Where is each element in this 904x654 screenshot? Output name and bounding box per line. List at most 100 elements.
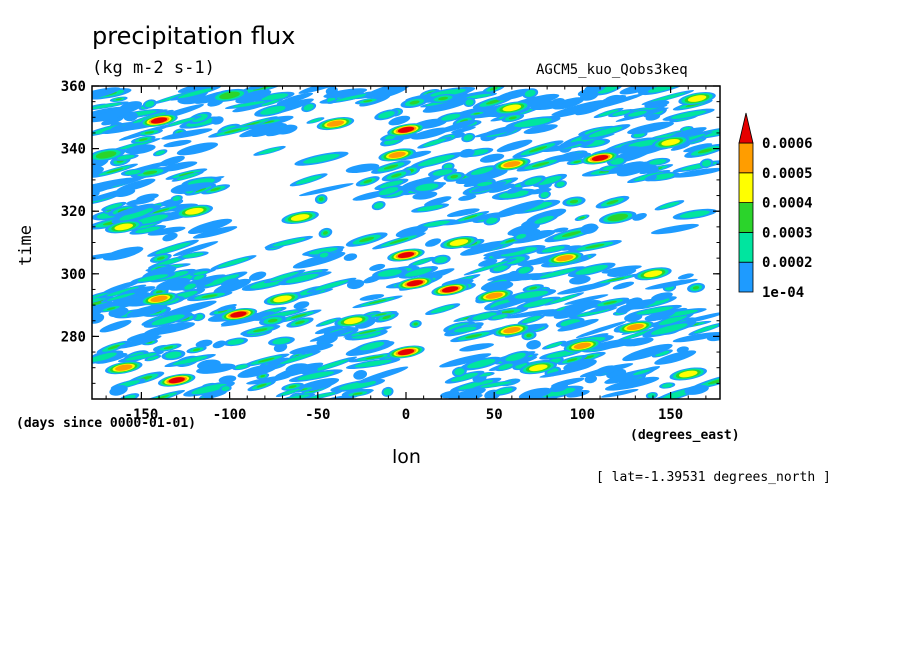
contour-streak: [192, 226, 238, 239]
colorbar-label: 1e-04: [762, 285, 804, 301]
contour-streak: [313, 359, 349, 372]
contour-streak: [152, 208, 170, 214]
precip-cell: [449, 239, 469, 246]
contour-streak: [323, 88, 368, 99]
contour-streak: [498, 310, 515, 315]
contour-streak: [353, 369, 368, 380]
contour-streak: [466, 93, 492, 99]
contour-streak: [557, 282, 611, 295]
contour-streak: [285, 273, 319, 284]
contour-streak: [654, 350, 697, 365]
contour-streak: [92, 182, 115, 195]
precip-cell: [114, 223, 134, 231]
contour-streak: [165, 351, 182, 359]
contour-streak: [569, 199, 579, 204]
contour-streak: [193, 271, 209, 276]
contour-streak: [211, 116, 224, 125]
precip-cell: [503, 161, 521, 168]
contour-streak: [622, 343, 673, 362]
colorbar-label: 0.0003: [762, 225, 813, 241]
contour-streak: [491, 314, 508, 320]
contour-streak: [115, 98, 122, 101]
contour-streak: [260, 105, 286, 115]
contour-streak: [616, 161, 655, 177]
contour-streak: [358, 329, 377, 335]
contour-streak: [292, 251, 346, 269]
contour-streak: [415, 183, 439, 191]
contour-streak: [303, 104, 314, 111]
contour-streak: [473, 112, 481, 115]
contour-streak: [150, 395, 169, 399]
contour-streak: [249, 271, 267, 281]
contour-streak: [92, 300, 104, 305]
contour-streak: [636, 306, 674, 315]
contour-streak: [463, 134, 474, 141]
precip-cell: [230, 311, 247, 318]
contour-streak: [117, 335, 162, 349]
contour-streak: [358, 366, 409, 384]
contour-streak: [106, 307, 116, 310]
contour-streak: [314, 280, 349, 291]
contour-streak: [177, 88, 213, 99]
contour-streak: [672, 167, 720, 178]
contour-streak: [276, 92, 314, 105]
precip-cell: [150, 117, 168, 124]
contour-streak: [479, 153, 505, 163]
dataset-name: AGCM5_kuo_Qobs3keq: [536, 62, 688, 78]
contour-streak: [672, 332, 720, 343]
contour-streak: [191, 383, 227, 395]
contour-streak: [163, 139, 192, 148]
contour-streak: [343, 253, 358, 261]
contour-streak: [650, 323, 688, 335]
contour-streak: [566, 389, 590, 398]
contour-streak: [173, 182, 214, 193]
contour-streak: [389, 237, 409, 244]
precip-cell: [397, 251, 415, 259]
contour-streak: [454, 326, 477, 333]
contour-streak: [221, 278, 239, 287]
contour-streak: [430, 305, 455, 314]
contour-streak: [197, 274, 226, 282]
contour-streak: [364, 86, 414, 99]
contour-streak: [529, 286, 538, 290]
contour-streak: [112, 188, 136, 198]
contour-streak: [692, 285, 700, 290]
contour-streak: [526, 340, 541, 350]
contour-streak: [451, 372, 479, 382]
contour-streak: [405, 268, 432, 277]
contour-streak: [480, 381, 512, 388]
contour-streak: [446, 208, 480, 217]
contour-streak: [299, 183, 354, 197]
contour-streak: [154, 257, 184, 267]
x-tick-label: 150: [658, 407, 683, 423]
contour-streak: [346, 279, 365, 290]
contour-streak: [379, 180, 404, 189]
contour-streak: [235, 364, 248, 370]
contour-streak: [239, 122, 284, 138]
contour-streak: [151, 314, 185, 326]
contour-streak: [478, 258, 498, 267]
precip-cell: [343, 317, 363, 325]
colorbar-label: 0.0005: [762, 166, 813, 182]
contour-streak: [280, 388, 300, 396]
precip-cell: [678, 370, 698, 378]
contour-streak: [126, 331, 161, 342]
contour-streak: [447, 387, 486, 399]
contour-streak: [423, 220, 451, 227]
contour-streak: [528, 146, 548, 153]
contour-streak: [425, 238, 442, 247]
contour-streak: [121, 394, 136, 399]
contour-streak: [92, 107, 133, 123]
contour-streak: [375, 313, 387, 316]
contour-streak: [556, 181, 565, 187]
contour-streak: [649, 92, 686, 103]
contour-streak: [177, 86, 217, 93]
contour-streak: [465, 333, 483, 339]
contour-streak: [125, 144, 156, 155]
contour-streak: [566, 358, 578, 362]
contour-streak: [468, 212, 500, 222]
x-tick-label: 50: [486, 407, 503, 423]
contour-streak: [232, 101, 265, 108]
contour-streak: [113, 203, 155, 217]
